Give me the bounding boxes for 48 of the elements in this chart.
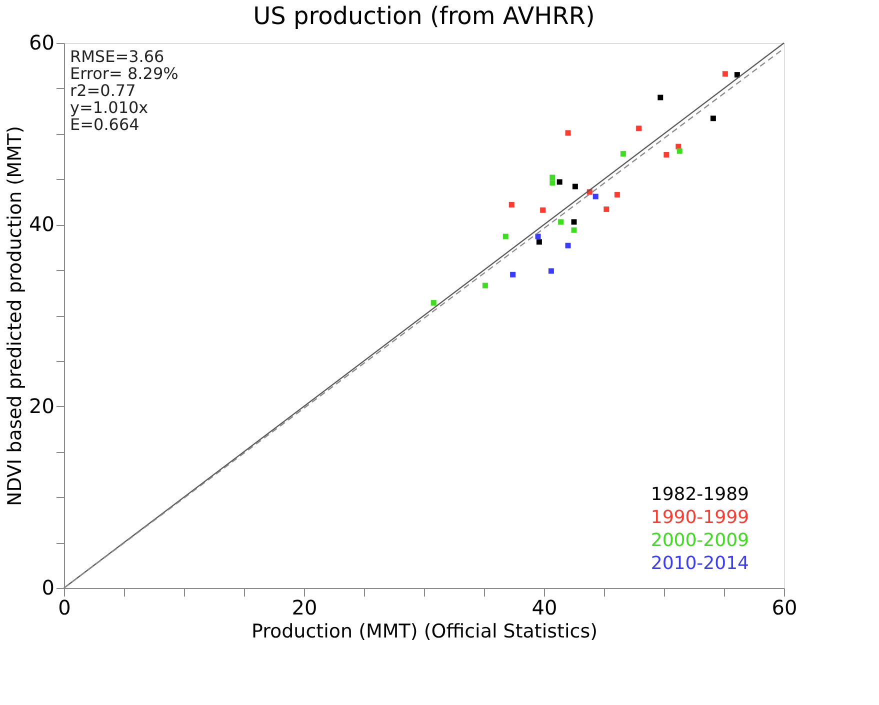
- point: [572, 184, 578, 190]
- point: [722, 71, 728, 77]
- point: [565, 242, 571, 248]
- point: [502, 234, 508, 240]
- y-tick-label: 0: [42, 576, 54, 600]
- annotation: r2=0.77: [70, 81, 136, 100]
- point: [658, 94, 664, 100]
- point: [536, 239, 542, 245]
- point: [430, 300, 436, 306]
- x-tick-label: 0: [58, 596, 71, 620]
- point: [592, 194, 598, 200]
- annotation: E=0.664: [70, 115, 140, 134]
- point: [540, 207, 546, 213]
- annotation: y=1.010x: [70, 98, 148, 117]
- point: [664, 152, 670, 158]
- text: 2000-2009: [650, 530, 749, 551]
- y-tick-label: 60: [29, 30, 54, 54]
- annotation: RMSE=3.66: [70, 47, 164, 66]
- point: [508, 202, 514, 208]
- x-tick-label: 20: [292, 596, 318, 620]
- point: [620, 151, 626, 157]
- y-tick-label: 40: [29, 212, 54, 236]
- x-tick-label: 60: [772, 596, 798, 620]
- point: [676, 148, 682, 154]
- point: [636, 126, 642, 132]
- annotation: Error= 8.29%: [70, 64, 178, 83]
- text: 1990-1999: [650, 507, 749, 528]
- text: 2010-2014: [650, 553, 749, 574]
- point: [614, 192, 620, 198]
- text: 1982-1989: [650, 484, 749, 505]
- point: [604, 206, 610, 212]
- point: [571, 219, 577, 225]
- point: [550, 180, 556, 186]
- point: [482, 282, 488, 288]
- point: [548, 268, 554, 274]
- point: [565, 130, 571, 136]
- x-axis-title: Production (MMT) (Official Statistics): [251, 620, 598, 642]
- y-axis-title: NDVI based predicted production (MMT): [4, 126, 26, 506]
- point: [550, 174, 556, 180]
- point: [556, 179, 562, 185]
- point: [571, 227, 577, 233]
- point: [710, 116, 716, 122]
- point: [510, 272, 516, 278]
- x-tick-label: 40: [532, 596, 558, 620]
- chart-title: US production (from AVHRR): [253, 2, 595, 30]
- point: [734, 72, 740, 78]
- y-tick-label: 20: [29, 394, 54, 418]
- point: [558, 219, 564, 225]
